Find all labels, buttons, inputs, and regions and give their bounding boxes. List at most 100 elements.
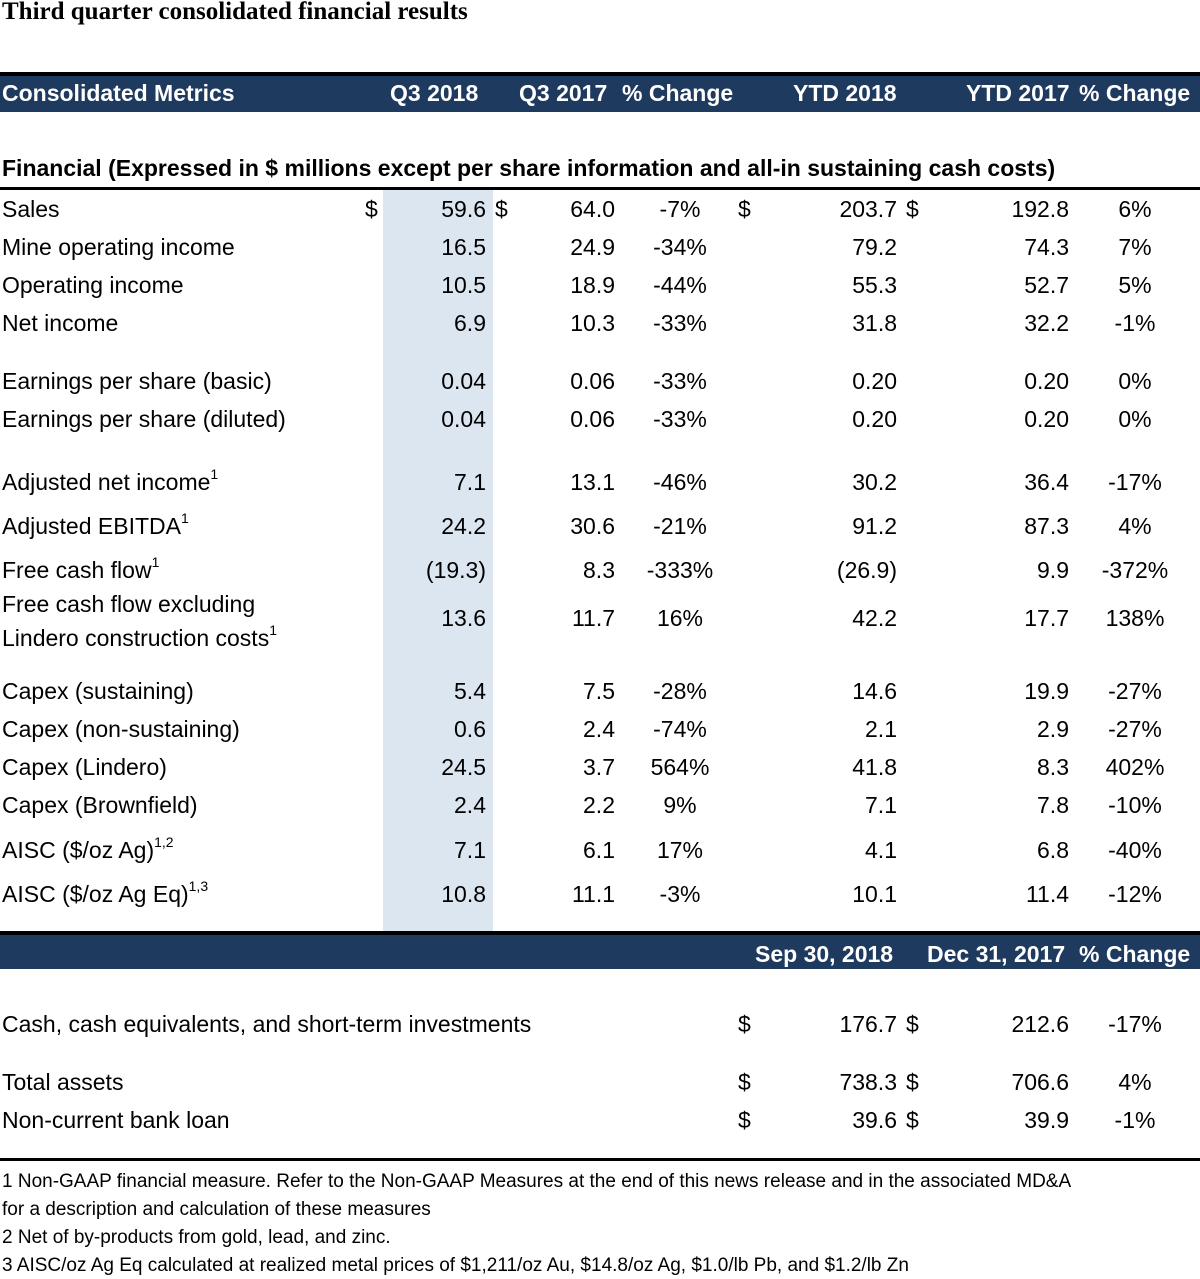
page-title: Third quarter consolidated financial res… <box>2 0 468 25</box>
cell-q3-2018: 7.1 <box>454 837 486 863</box>
balance-header: Sep 30, 2018 Dec 31, 2017 % Change <box>0 931 1200 969</box>
row-label-text: Free cash flow <box>2 557 152 583</box>
cell-ytd-2018: 55.3 <box>852 272 897 298</box>
row-label-text: Earnings per share (basic) <box>2 368 272 394</box>
currency-sign: $ <box>495 196 508 222</box>
cell-pct-change-ytd: -1% <box>1114 310 1156 336</box>
table-row: Earnings per share (diluted) 0.04 0.06 -33%… <box>0 406 1200 436</box>
row-label: Adjusted EBITDA1 <box>2 511 189 540</box>
cell-q3-2017: 10.3 <box>570 310 615 336</box>
cell-q3-2018: 6.9 <box>454 310 486 336</box>
table-row: Sales $59.6 $64.0 -7% $203.7 $192.8 6% <box>0 196 1200 226</box>
table-row: Earnings per share (basic) 0.04 0.06 -33% 0.… <box>0 368 1200 398</box>
cell-q3-2018: 10.8 <box>441 881 486 907</box>
row-label-text: Capex (non-sustaining) <box>2 716 240 742</box>
cell-q3-2017: 11.1 <box>571 881 615 907</box>
cell-pct-change-q3: -74% <box>653 716 707 742</box>
cell-pct-change-ytd: 6% <box>1118 196 1152 222</box>
cell-ytd-2017: 19.9 <box>1024 678 1069 704</box>
cell-pct-change-q3: 16% <box>656 605 704 631</box>
cell-pct-change-ytd: -27% <box>1108 716 1162 742</box>
currency-sign: $ <box>738 1011 751 1037</box>
row-label: Cash, cash equivalents, and short-term i… <box>2 1011 532 1037</box>
currency-sign: $ <box>365 196 378 222</box>
header-pct-change-balance: % Change <box>1079 941 1191 967</box>
cell-ytd-2018: 30.2 <box>852 469 897 495</box>
cell-q3-2017: 0.06 <box>570 368 615 394</box>
cell-pct-change-q3: -28% <box>653 678 707 704</box>
bottom-rule <box>0 1158 1200 1161</box>
row-label-text: Operating income <box>2 272 184 298</box>
row-label: Capex (sustaining) <box>2 678 194 705</box>
cell-q3-2018: 16.5 <box>441 234 486 260</box>
top-rule <box>0 72 1200 76</box>
currency-sign: $ <box>738 1107 751 1133</box>
cell-ytd-2017: 87.3 <box>1024 513 1069 539</box>
table-row: Operating income 10.5 18.9 -44% 55.3 52.7 5% <box>0 272 1200 302</box>
cell-pct-change-ytd: -27% <box>1108 678 1162 704</box>
cell-dec-2017: 706.6 <box>1011 1069 1069 1095</box>
cell-q3-2018: (19.3) <box>425 557 486 583</box>
cell-q3-2018: 59.6 <box>441 196 486 222</box>
cell-pct-change-ytd: 5% <box>1118 272 1152 298</box>
row-label-text: Capex (Brownfield) <box>2 792 198 818</box>
cell-ytd-2017: 2.9 <box>1037 716 1069 742</box>
cell-ytd-2017: 11.4 <box>1025 881 1069 907</box>
cell-pct-change-ytd: 402% <box>1105 754 1165 780</box>
cell-q3-2018: 0.6 <box>454 716 486 742</box>
cell-ytd-2017: 7.8 <box>1037 792 1069 818</box>
header-ytd-2018: YTD 2018 <box>793 80 897 106</box>
cell-ytd-2018: 2.1 <box>865 716 897 742</box>
cell-ytd-2018: 42.2 <box>852 605 897 631</box>
row-label-line2: Lindero construction costs <box>2 625 270 651</box>
row-label-text: Net income <box>2 310 119 336</box>
header-q3-2018: Q3 2018 <box>390 80 479 106</box>
currency-sign: $ <box>906 1011 919 1037</box>
row-label: Capex (Brownfield) <box>2 792 198 819</box>
cell-pct-change: 4% <box>1118 1069 1152 1095</box>
cell-pct-change-q3: -3% <box>659 881 701 907</box>
cell-pct-change-q3: -34% <box>653 234 707 260</box>
cell-pct-change-ytd: -372% <box>1101 557 1169 583</box>
cell-q3-2018: 2.4 <box>454 792 486 818</box>
cell-pct-change-ytd: -40% <box>1108 837 1162 863</box>
cell-q3-2018: 5.4 <box>454 678 486 704</box>
footnote-1-cont: for a description and calculation of the… <box>2 1199 431 1220</box>
cell-dec-2017: 212.6 <box>1011 1011 1069 1037</box>
table-row: AISC ($/oz Ag)1,2 7.1 6.1 17% 4.1 6.8 -40% <box>0 835 1200 867</box>
cell-ytd-2017: 74.3 <box>1024 234 1069 260</box>
cell-ytd-2018: 203.7 <box>839 196 897 222</box>
cell-pct-change-q3: -7% <box>659 196 701 222</box>
cell-q3-2017: 13.1 <box>570 469 615 495</box>
table-row: Mine operating income 16.5 24.9 -34% 79.2 74.… <box>0 234 1200 264</box>
cell-ytd-2018: 41.8 <box>852 754 897 780</box>
cell-ytd-2018: 0.20 <box>852 368 897 394</box>
cell-q3-2017: 3.7 <box>583 754 615 780</box>
cell-ytd-2017: 52.7 <box>1024 272 1069 298</box>
cell-q3-2017: 8.3 <box>583 557 615 583</box>
cell-ytd-2017: 36.4 <box>1024 469 1069 495</box>
cell-pct-change-q3: -46% <box>653 469 707 495</box>
row-label-text: Earnings per share (diluted) <box>2 406 286 432</box>
header-q3-2017: Q3 2017 <box>519 80 608 106</box>
cell-q3-2018: 13.6 <box>441 605 486 631</box>
cell-ytd-2018: 7.1 <box>865 792 897 818</box>
cell-ytd-2017: 9.9 <box>1037 557 1069 583</box>
row-label: Earnings per share (diluted) <box>2 406 286 433</box>
cell-q3-2017: 30.6 <box>570 513 615 539</box>
footnote-ref: 1 <box>210 466 219 483</box>
cell-pct-change-q3: 9% <box>663 792 697 818</box>
cell-q3-2017: 0.06 <box>570 406 615 432</box>
cell-ytd-2017: 0.20 <box>1024 406 1069 432</box>
row-label: Total assets <box>2 1069 124 1095</box>
cell-pct-change-ytd: 138% <box>1105 605 1165 631</box>
cell-q3-2018: 0.04 <box>441 406 486 432</box>
row-label: Sales <box>2 196 60 223</box>
row-label: Free cash flow1 <box>2 555 159 584</box>
cell-ytd-2017: 17.7 <box>1024 605 1069 631</box>
currency-sign: $ <box>738 1069 751 1095</box>
row-label: AISC ($/oz Ag)1,2 <box>2 835 174 864</box>
cell-pct-change-q3: -333% <box>646 557 714 583</box>
row-label-text: Capex (sustaining) <box>2 678 194 704</box>
cell-pct-change-ytd: -12% <box>1108 881 1162 907</box>
